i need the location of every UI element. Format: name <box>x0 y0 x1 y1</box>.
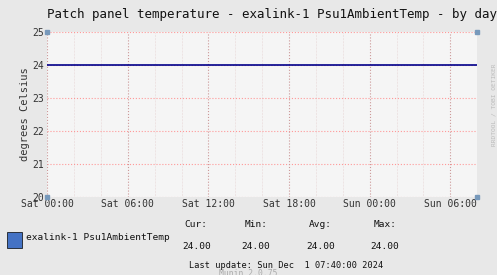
Text: Cur:: Cur: <box>185 220 208 229</box>
Text: Munin 2.0.75: Munin 2.0.75 <box>219 270 278 275</box>
Y-axis label: degrees Celsius: degrees Celsius <box>20 67 30 161</box>
Text: Avg:: Avg: <box>309 220 332 229</box>
Text: Patch panel temperature - exalink-1 Psu1AmbientTemp - by day: Patch panel temperature - exalink-1 Psu1… <box>47 8 497 21</box>
Text: 24.00: 24.00 <box>371 242 400 251</box>
Text: exalink-1 Psu1AmbientTemp: exalink-1 Psu1AmbientTemp <box>26 233 169 242</box>
Text: 24.00: 24.00 <box>242 242 270 251</box>
Text: RRDTOOL / TOBI OETIKER: RRDTOOL / TOBI OETIKER <box>491 63 496 146</box>
Text: Min:: Min: <box>245 220 267 229</box>
Text: Last update: Sun Dec  1 07:40:00 2024: Last update: Sun Dec 1 07:40:00 2024 <box>189 261 383 270</box>
Text: 24.00: 24.00 <box>182 242 211 251</box>
Text: 24.00: 24.00 <box>306 242 335 251</box>
Text: Max:: Max: <box>374 220 397 229</box>
